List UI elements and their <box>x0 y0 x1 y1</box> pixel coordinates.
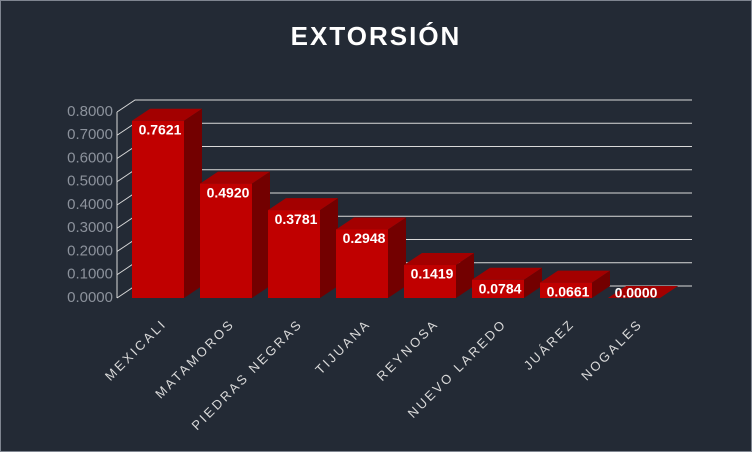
y-tick-label: 0.5000 <box>67 173 113 190</box>
bar-side <box>320 198 338 298</box>
bar-top <box>404 253 474 266</box>
data-label: 0.2948 <box>343 230 386 246</box>
bar <box>200 183 252 298</box>
y-tick-label: 0.4000 <box>67 196 113 213</box>
bar-top <box>472 267 542 280</box>
data-label: 0.0661 <box>547 283 590 299</box>
bar-top <box>336 217 406 230</box>
y-tick-label: 0.1000 <box>67 266 113 283</box>
y-tick-label: 0.0000 <box>67 289 113 306</box>
y-tick-label: 0.7000 <box>67 126 113 143</box>
bar <box>404 265 456 298</box>
y-tick-label: 0.6000 <box>67 149 113 166</box>
bar-side <box>524 267 542 298</box>
data-label: 0.3781 <box>275 211 318 227</box>
bar-top <box>132 108 202 121</box>
bar <box>336 229 388 298</box>
bar <box>540 282 592 298</box>
bar-side <box>388 217 406 298</box>
y-tick-label: 0.2000 <box>67 242 113 259</box>
y-tick-label: 0.3000 <box>67 219 113 236</box>
bar-top <box>268 198 338 211</box>
grid-line <box>116 99 692 113</box>
bar-side <box>456 253 474 298</box>
data-label: 0.1419 <box>411 266 454 282</box>
bar-top <box>540 270 610 283</box>
bar-top <box>200 171 270 184</box>
bar <box>472 279 524 298</box>
bar-top <box>608 286 678 298</box>
data-label: 0.7621 <box>139 122 182 138</box>
bar-side <box>252 171 270 298</box>
data-label: 0.0784 <box>479 280 522 296</box>
bar-side <box>184 108 202 298</box>
bar <box>268 210 320 298</box>
chart-title: EXTORSIÓN <box>291 21 462 51</box>
bar <box>132 120 184 298</box>
data-label: 0.0000 <box>615 285 658 301</box>
bar-side <box>592 270 610 298</box>
y-tick-label: 0.8000 <box>67 103 113 120</box>
data-label: 0.4920 <box>207 184 250 200</box>
